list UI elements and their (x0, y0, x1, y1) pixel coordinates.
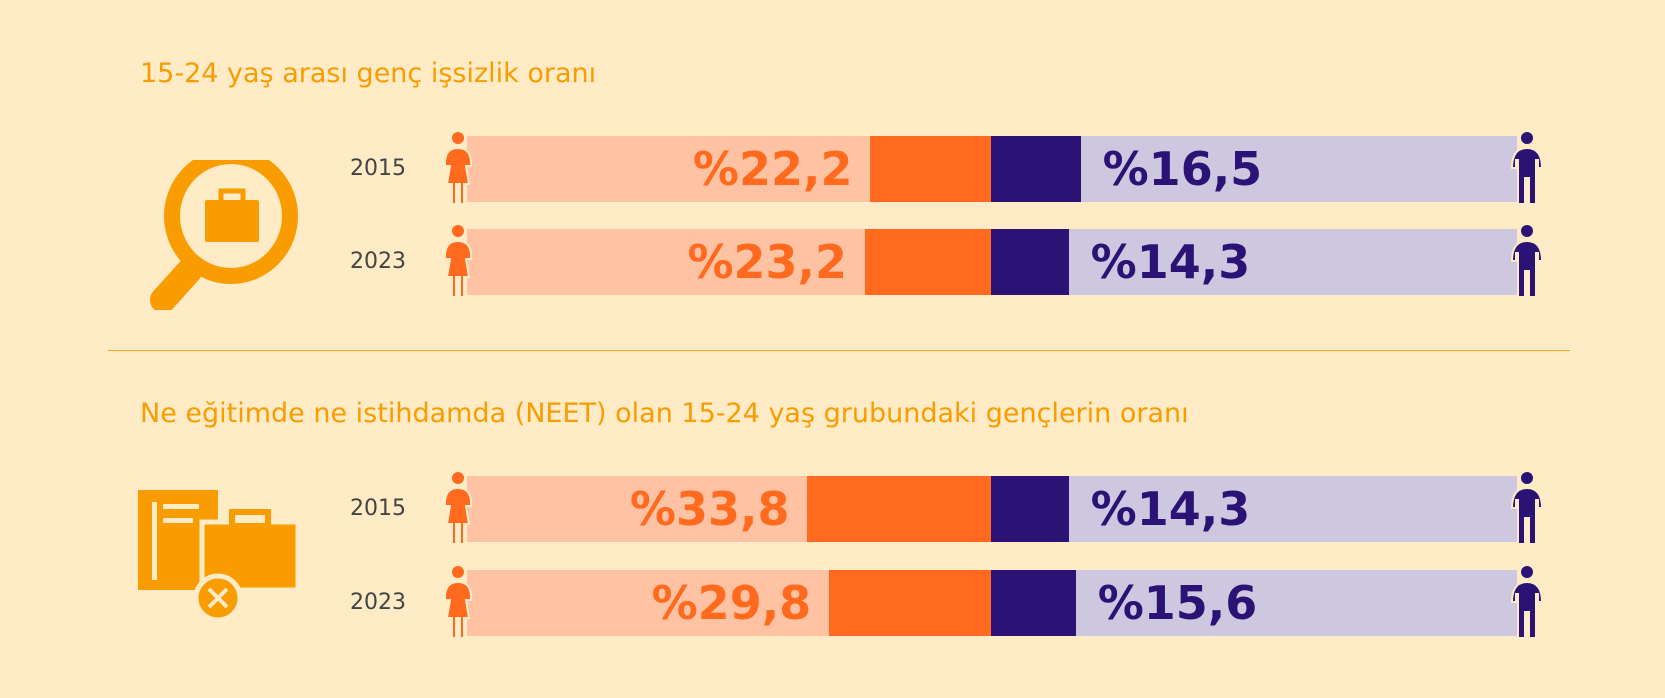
woman-icon (438, 130, 478, 206)
chart-title: Ne eğitimde ne istihdamda (NEET) olan 15… (140, 398, 1189, 429)
men-bar (991, 229, 1069, 295)
year-label: 2023 (350, 590, 406, 615)
man-icon (1507, 470, 1547, 546)
women-bar (807, 476, 991, 542)
women-value-label: %22,2 (692, 142, 853, 196)
men-bar (991, 136, 1081, 202)
men-value-label: %16,5 (1102, 142, 1263, 196)
documents-briefcase-x-icon (138, 490, 301, 620)
bar-row: %29,8 %15,6 (467, 570, 1517, 636)
women-value-label: %23,2 (687, 235, 848, 289)
men-bar (991, 570, 1076, 636)
women-bar (865, 229, 991, 295)
bar-row: %33,8 %14,3 (467, 476, 1517, 542)
men-bar (991, 476, 1069, 542)
women-bar (829, 570, 991, 636)
year-label: 2015 (350, 496, 406, 521)
men-value-label: %14,3 (1090, 235, 1251, 289)
women-value-label: %29,8 (651, 576, 812, 630)
men-value-label: %15,6 (1097, 576, 1258, 630)
men-value-label: %14,3 (1090, 482, 1251, 536)
magnifier-briefcase-icon (150, 160, 298, 310)
section-divider (108, 350, 1570, 351)
chart-title: 15-24 yaş arası genç işsizlik oranı (140, 58, 597, 89)
woman-icon (438, 564, 478, 640)
year-label: 2015 (350, 156, 406, 181)
man-icon (1507, 223, 1547, 299)
women-bar (870, 136, 991, 202)
women-value-label: %33,8 (629, 482, 790, 536)
woman-icon (438, 223, 478, 299)
year-label: 2023 (350, 249, 406, 274)
man-icon (1507, 130, 1547, 206)
man-icon (1507, 564, 1547, 640)
bar-row: %23,2 %14,3 (467, 229, 1517, 295)
bar-row: %22,2 %16,5 (467, 136, 1517, 202)
woman-icon (438, 470, 478, 546)
